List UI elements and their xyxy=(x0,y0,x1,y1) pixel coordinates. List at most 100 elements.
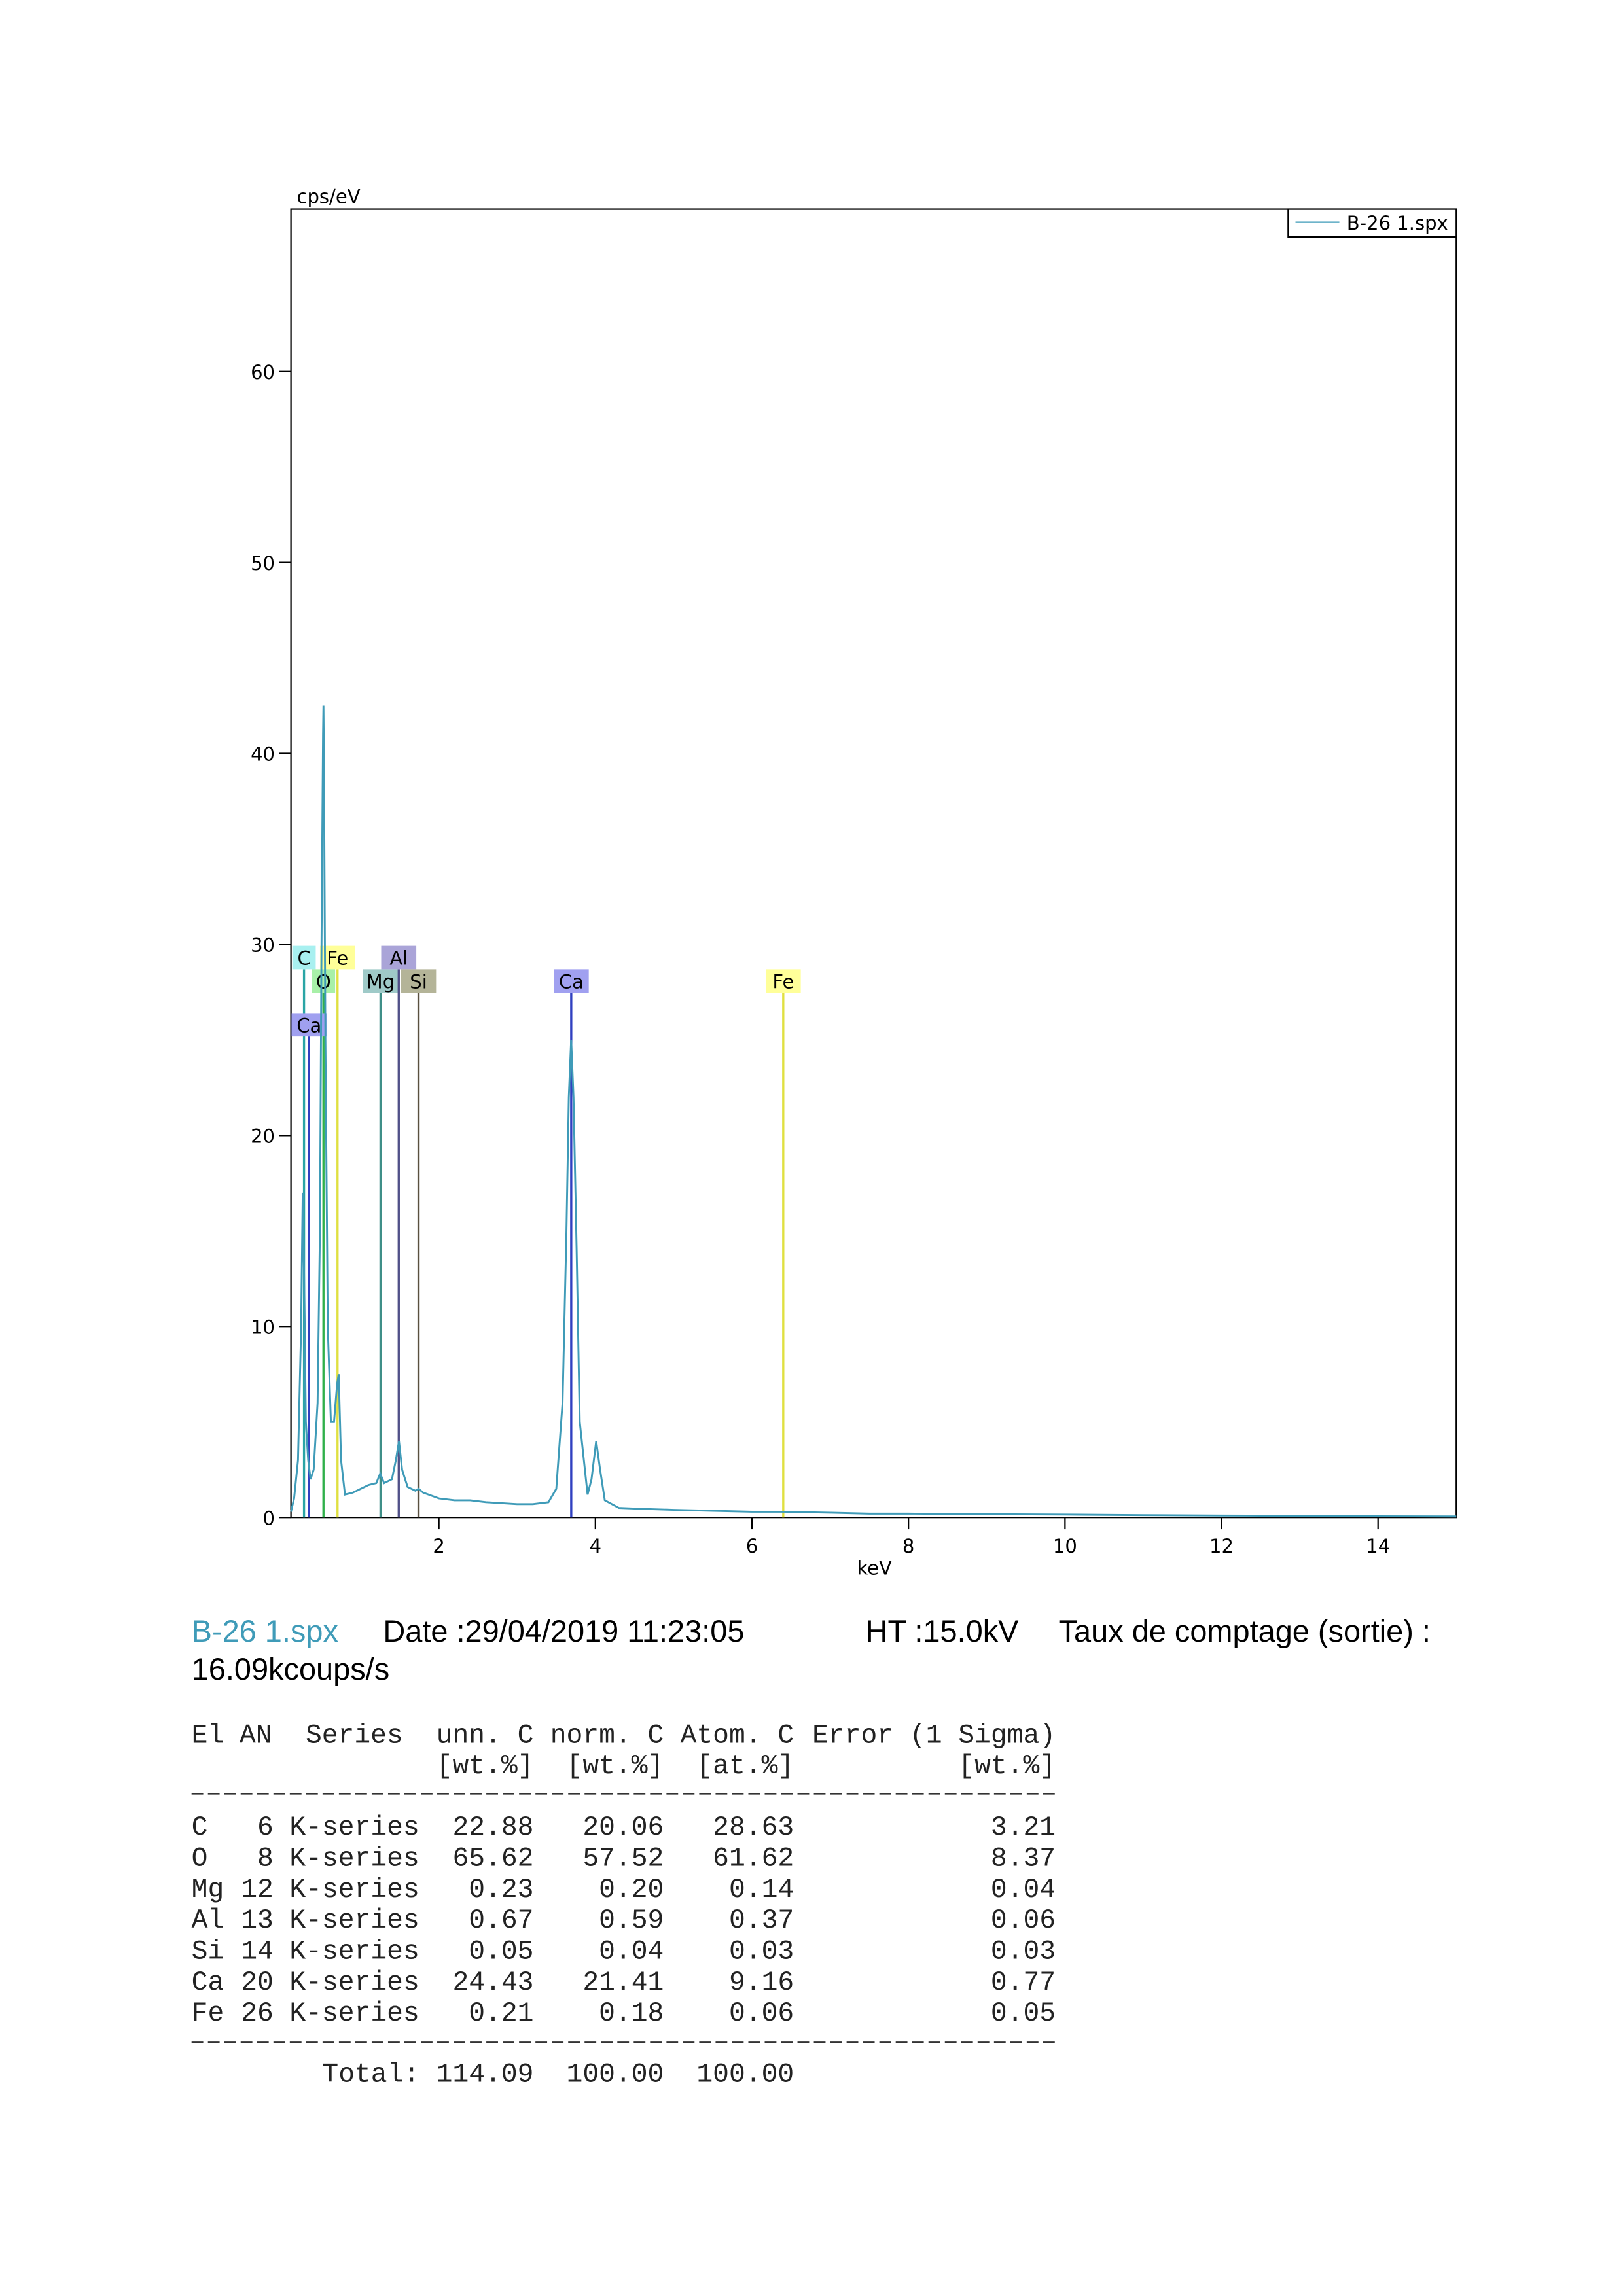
table-header: norm. C xyxy=(550,1721,664,1751)
x-tick-label: 2 xyxy=(433,1535,444,1557)
x-tick-label: 6 xyxy=(746,1535,758,1557)
table-cell: 20.06 xyxy=(582,1813,664,1843)
table-cell: K-series xyxy=(289,1813,419,1843)
total-value: 100.00 xyxy=(567,2060,664,2091)
table-unit: [wt.%] xyxy=(567,1752,664,1782)
table-cell: 61.62 xyxy=(713,1844,794,1874)
table-cell: 22.88 xyxy=(452,1813,533,1843)
table-cell: 0.03 xyxy=(991,1937,1056,1967)
table-cell: 0.23 xyxy=(469,1875,533,1905)
table-header: Atom. C xyxy=(681,1721,794,1751)
table-cell: 57.52 xyxy=(582,1844,664,1874)
element-label-box xyxy=(292,945,316,970)
table-cell: 0.59 xyxy=(599,1906,664,1936)
table-cell: 0.37 xyxy=(729,1906,794,1936)
table-cell: 13 xyxy=(241,1906,274,1936)
element-label: Fe xyxy=(327,947,348,970)
y-tick-label: 20 xyxy=(251,1125,275,1148)
y-tick-label: 40 xyxy=(251,743,275,766)
x-axis-label: keV xyxy=(857,1557,892,1579)
table-cell: 0.14 xyxy=(729,1875,794,1905)
table-cell: 9.16 xyxy=(729,1968,794,1998)
spectrum-line xyxy=(290,705,1457,1518)
table-header: Series xyxy=(306,1721,403,1751)
table-cell: K-series xyxy=(289,1999,419,2029)
element-label: Al xyxy=(389,947,408,970)
element-label: Ca xyxy=(559,970,584,993)
table-cell: Mg xyxy=(192,1875,224,1905)
x-tick-label: 4 xyxy=(590,1535,601,1557)
table-cell: 24.43 xyxy=(452,1968,533,1998)
table-cell: 0.05 xyxy=(469,1937,533,1967)
element-label-box xyxy=(381,945,417,970)
table-header: El xyxy=(192,1721,224,1751)
element-label-box xyxy=(401,969,437,993)
table-cell: C xyxy=(192,1813,208,1843)
table-cell: Al xyxy=(192,1906,224,1936)
element-label: Fe xyxy=(772,970,794,993)
y-tick-label: 30 xyxy=(251,934,275,957)
table-cell: 3.21 xyxy=(991,1813,1056,1843)
y-axis-label: cps/eV xyxy=(297,186,361,208)
element-label-box xyxy=(766,969,801,993)
file-name: B-26 1.spx xyxy=(192,1614,338,1648)
table-cell: 14 xyxy=(241,1937,274,1967)
table-cell: 0.67 xyxy=(469,1906,533,1936)
table-cell: 0.05 xyxy=(991,1999,1056,2029)
table-cell: K-series xyxy=(289,1968,419,1998)
table-cell: 0.03 xyxy=(729,1937,794,1967)
table-cell: 20 xyxy=(241,1968,274,1998)
count-rate-label: Taux de comptage (sortie) : xyxy=(1059,1614,1431,1648)
table-cell: K-series xyxy=(289,1906,419,1936)
table-cell: 0.04 xyxy=(991,1875,1056,1905)
table-cell: 0.21 xyxy=(469,1999,533,2029)
table-unit: [wt.%] xyxy=(958,1752,1056,1782)
element-label: O xyxy=(316,970,331,993)
element-label-box xyxy=(363,969,399,993)
table-unit: [wt.%] xyxy=(437,1752,534,1782)
total-label: Total: xyxy=(322,2060,419,2091)
table-cell: O xyxy=(192,1844,208,1874)
table-cell: Fe xyxy=(192,1999,224,2029)
plot-frame xyxy=(290,208,1457,1519)
table-cell: Ca xyxy=(192,1968,224,1998)
table-cell: Si xyxy=(192,1937,224,1967)
y-tick-label: 60 xyxy=(251,361,275,383)
table-cell: 12 xyxy=(241,1875,274,1905)
table-cell: 0.06 xyxy=(991,1906,1056,1936)
x-tick-label: 10 xyxy=(1053,1535,1077,1557)
table-header: AN xyxy=(240,1721,272,1751)
table-cell: 0.77 xyxy=(991,1968,1056,1998)
table-cell: 0.20 xyxy=(599,1875,664,1905)
table-cell: 65.62 xyxy=(452,1844,533,1874)
table-cell: 26 xyxy=(241,1999,274,2029)
table-cell: 8 xyxy=(257,1844,274,1874)
x-tick-label: 12 xyxy=(1209,1535,1234,1557)
element-label-box xyxy=(554,969,589,993)
table-header: unn. C xyxy=(437,1721,534,1751)
element-label: Mg xyxy=(366,970,395,993)
date: Date :29/04/2019 11:23:05 xyxy=(383,1614,744,1648)
table-cell: 8.37 xyxy=(991,1844,1056,1874)
y-tick-label: 50 xyxy=(251,552,275,574)
table-cell: 6 xyxy=(257,1813,274,1843)
table-cell: 28.63 xyxy=(713,1813,794,1843)
count-rate: 16.09kcoups/s xyxy=(192,1652,389,1686)
element-label-box xyxy=(312,969,336,993)
table-unit: [at.%] xyxy=(696,1752,794,1782)
legend-label: B-26 1.spx xyxy=(1347,212,1448,234)
y-tick-label: 0 xyxy=(263,1507,275,1529)
x-tick-label: 8 xyxy=(902,1535,914,1557)
table-cell: 0.18 xyxy=(599,1999,664,2029)
total-value: 100.00 xyxy=(696,2060,794,2091)
total-value: 114.09 xyxy=(437,2060,534,2091)
element-label: Si xyxy=(410,970,427,993)
x-tick-label: 14 xyxy=(1366,1535,1390,1557)
table-cell: K-series xyxy=(289,1875,419,1905)
y-tick-label: 10 xyxy=(251,1316,275,1338)
table-cell: 0.06 xyxy=(729,1999,794,2029)
table-cell: 0.04 xyxy=(599,1937,664,1967)
table-header: Error (1 Sigma) xyxy=(812,1721,1056,1751)
element-label: Ca xyxy=(296,1014,321,1036)
